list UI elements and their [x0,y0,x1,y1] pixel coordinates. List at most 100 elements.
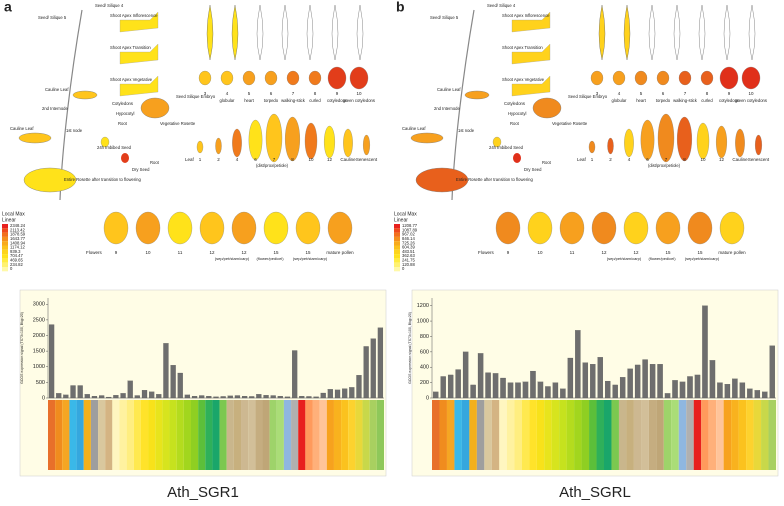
category-strip [761,400,769,470]
bar [99,395,105,399]
bar [134,395,140,399]
bar [515,382,521,399]
category-strip [514,400,522,470]
chart-label: Ath_SGRL [559,484,631,501]
seed [198,70,212,86]
legend-swatch [2,228,8,233]
legend-swatch [394,224,400,229]
category-strip [90,400,99,470]
bar [462,351,469,399]
leaf-number: 4 [236,157,239,162]
category-strip [521,400,530,470]
organ-label: Root [118,121,128,126]
organ-label: Shoot Apex Vegetative [110,77,153,82]
category-strip [551,400,560,470]
row-label: Flowers [86,250,103,255]
stage-name: globular [220,98,236,103]
bar [477,353,484,399]
organ-label: 24h Imbibed Seed [489,145,524,150]
rosette [415,167,469,193]
legend-swatch [2,241,8,246]
bar [567,357,574,399]
stage-number: 6 [270,91,273,96]
leaf [215,137,222,155]
organ-label: Cauline Leaf [402,126,426,131]
cauline-leaf [464,90,490,100]
organ-label: Cotyledons [112,101,133,106]
leaf-number: 12 [327,157,333,162]
category-strip [633,400,642,470]
bar [306,396,312,399]
bar [149,391,155,399]
category-strip [708,400,717,470]
category-strip [276,400,284,470]
bar [709,360,716,399]
category-strip [198,400,206,470]
y-axis-label: GCOS expression signal (TS73=100, Bkg=20… [408,312,412,384]
bar [664,393,671,399]
y-tick-label: 500 [36,380,45,386]
stage-name: torpedo [656,98,671,103]
bar [213,396,219,399]
bar [206,396,212,399]
dry-seed [121,153,129,163]
category-strip [731,400,739,470]
bar [500,377,506,399]
category-strip [126,400,134,470]
flower [103,211,129,245]
organ-label: Root [542,160,552,165]
silique [723,4,731,61]
bar [191,396,198,399]
legend-swatch [2,236,8,242]
legend-value: 0 [10,266,13,271]
category-strip [162,400,170,470]
organ-label: Root [150,160,160,165]
stage-number: 9 [336,91,339,96]
category-strip [319,400,327,470]
legend-value: 1643.77 [10,236,26,241]
bar [522,381,529,399]
bar [447,374,454,399]
seed [634,70,648,86]
legend-value: 1408.94 [10,240,26,245]
leaf [248,119,263,161]
bar [590,364,596,399]
category-strip [671,400,679,470]
y-tick-label: 1000 [33,364,45,370]
bar [48,324,55,399]
legend-value: 1878.59 [10,232,26,237]
organ-label: Shoot Apex Inflorescence [110,13,158,18]
category-strip [255,400,263,470]
category-strip [55,400,63,470]
legend-value: 967.02 [402,232,415,237]
category-strip [148,400,156,470]
flower-stage: 11 [178,250,183,255]
organ-label: Shoot Apex Inflorescence [502,13,550,18]
shoot-apex [511,43,551,65]
bar [545,386,551,399]
leaf [677,116,692,162]
leaf-number: 10 [700,157,706,162]
category-strip [439,400,447,470]
legend-title: Local Max [394,211,417,217]
category-strip [376,400,384,470]
category-strip [566,400,575,470]
legend-value: 939.3 [10,249,21,254]
organ-label: Seed/ Silique 4 [487,3,516,8]
organ-label: Vegetative Rosette [160,121,196,126]
leaf-number: 7 [273,157,276,162]
leaf [716,125,727,159]
legend-swatch [394,236,400,242]
category-strip [241,400,249,470]
category-strip [432,400,440,470]
category-strip [348,400,356,470]
stage-number: 8 [314,91,317,96]
category-strip [544,400,552,470]
category-strip [461,400,470,470]
stage-number: 7 [684,91,687,96]
category-strip [701,400,709,470]
organ-label: 2nd Internode [434,106,461,111]
stage-name: heart [244,98,254,103]
silique [256,4,264,61]
flower-stage: 15 [665,250,671,255]
